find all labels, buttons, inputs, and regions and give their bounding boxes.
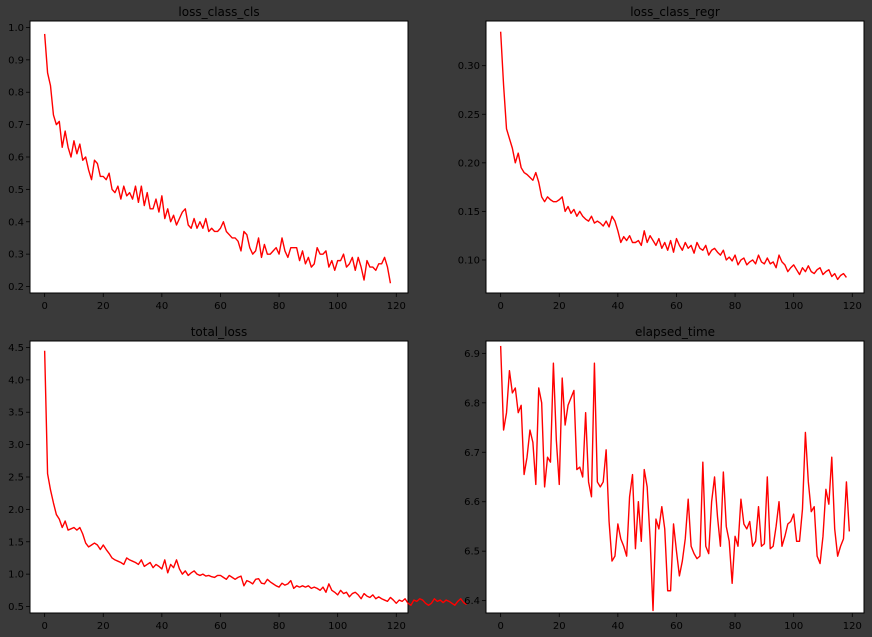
x-tick-label: 120 — [387, 621, 406, 632]
x-tick-label: 0 — [497, 301, 503, 312]
plot-area — [485, 20, 865, 294]
plot-area — [29, 20, 409, 294]
y-tick-label: 3.5 — [8, 408, 24, 419]
x-tick-label: 120 — [843, 621, 862, 632]
x-tick-label: 80 — [729, 301, 742, 312]
y-tick-label: 0.9 — [8, 55, 24, 66]
x-tick-label: 60 — [670, 621, 683, 632]
x-tick-label: 100 — [328, 301, 347, 312]
x-tick-label: 20 — [553, 301, 566, 312]
x-tick-label: 100 — [784, 621, 803, 632]
x-tick-label: 40 — [611, 621, 624, 632]
y-tick-label: 4.0 — [8, 375, 24, 386]
y-tick-label: 1.5 — [8, 537, 24, 548]
x-tick-label: 120 — [843, 301, 862, 312]
chart-panel-1: loss_class_cls 0 20 40 60 80 100 120 0.2 0.3 0.4 0.… — [8, 5, 409, 312]
series-line-1 — [499, 31, 847, 281]
x-tick-label: 0 — [41, 301, 47, 312]
y-tick-label: 0.25 — [458, 110, 480, 121]
series-line-1 — [499, 345, 851, 612]
x-tick-label: 0 — [41, 621, 47, 632]
y-tick-label: 6.6 — [464, 497, 480, 508]
y-tick-label: 1.0 — [8, 23, 24, 34]
chart-title: elapsed_time — [635, 325, 715, 339]
y-tick-label: 0.3 — [8, 250, 24, 261]
x-tick-label: 120 — [387, 301, 406, 312]
x-tick-label: 100 — [328, 621, 347, 632]
x-tick-label: 60 — [214, 301, 227, 312]
y-tick-label: 4.5 — [8, 343, 24, 354]
chart-title: loss_class_regr — [630, 5, 720, 19]
x-tick-label: 60 — [670, 301, 683, 312]
y-tick-label: 6.9 — [464, 349, 480, 360]
y-tick-label: 0.15 — [458, 207, 480, 218]
y-tick-label: 2.0 — [8, 505, 24, 516]
y-tick-label: 6.8 — [464, 398, 480, 409]
x-tick-label: 20 — [553, 621, 566, 632]
x-tick-label: 40 — [611, 301, 624, 312]
x-tick-label: 60 — [214, 621, 227, 632]
x-tick-label: 20 — [97, 621, 110, 632]
chart-panel-4: elapsed_time 0 20 40 60 80 100 120 6.4 6.5 6.6 6.7 6… — [464, 325, 865, 632]
x-tick-label: 40 — [155, 301, 168, 312]
plot-area — [29, 340, 409, 614]
y-tick-label: 0.30 — [458, 61, 480, 72]
y-tick-label: 3.0 — [8, 440, 24, 451]
y-tick-label: 6.4 — [464, 596, 480, 607]
y-tick-label: 6.5 — [464, 547, 480, 558]
series-line-1 — [43, 33, 392, 284]
x-tick-label: 80 — [273, 621, 286, 632]
chart-title: total_loss — [191, 325, 248, 339]
y-tick-label: 1.0 — [8, 570, 24, 581]
x-tick-label: 80 — [729, 621, 742, 632]
chart-panel-2: loss_class_regr 0 20 40 60 80 100 120 0.10 0.15 0.… — [458, 5, 865, 312]
y-tick-label: 0.10 — [458, 255, 480, 266]
y-tick-label: 0.20 — [458, 158, 480, 169]
x-tick-label: 80 — [273, 301, 286, 312]
x-tick-label: 20 — [97, 301, 110, 312]
series-line-1 — [43, 350, 467, 606]
y-tick-label: 6.7 — [464, 448, 480, 459]
plot-area — [485, 340, 865, 614]
chart-title: loss_class_cls — [178, 5, 259, 19]
y-tick-label: 0.7 — [8, 120, 24, 131]
x-tick-label: 100 — [784, 301, 803, 312]
y-tick-label: 0.2 — [8, 282, 24, 293]
y-tick-label: 0.6 — [8, 153, 24, 164]
chart-panel-3: total_loss 0 20 40 60 80 100 120 0.5 1.0 1.5 2.0 2.5… — [8, 325, 467, 632]
y-tick-label: 0.5 — [8, 602, 24, 613]
x-tick-label: 40 — [155, 621, 168, 632]
y-tick-label: 0.8 — [8, 88, 24, 99]
y-tick-label: 0.4 — [8, 217, 24, 228]
y-tick-label: 2.5 — [8, 473, 24, 484]
y-tick-label: 0.5 — [8, 185, 24, 196]
x-tick-label: 0 — [497, 621, 503, 632]
